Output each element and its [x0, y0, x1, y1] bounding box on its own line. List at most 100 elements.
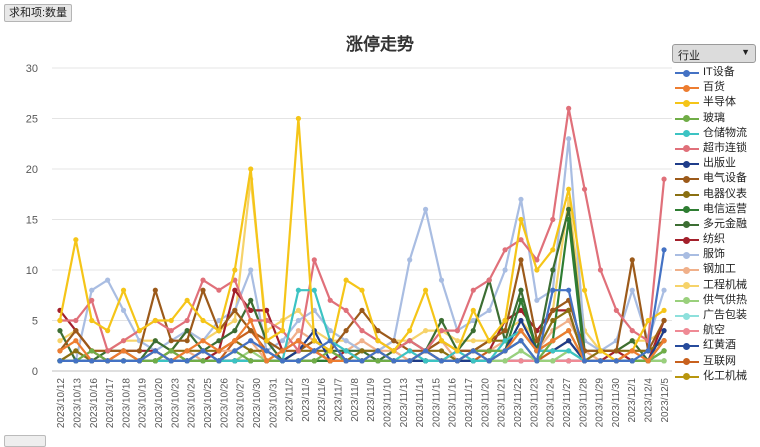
data-point	[120, 358, 127, 364]
data-point	[327, 328, 333, 334]
dropdown-arrow-icon[interactable]: ▼	[741, 47, 750, 57]
legend-label: 半导体	[703, 96, 736, 109]
data-point	[200, 277, 206, 283]
legend-label: 电气设备	[703, 172, 747, 185]
data-point	[327, 358, 333, 364]
legend-item[interactable]: 钢加工	[673, 262, 759, 277]
data-point	[295, 317, 302, 324]
data-point	[502, 328, 508, 334]
x-tick-label: 2023/10/16	[89, 378, 100, 428]
legend-item[interactable]: 百货	[673, 80, 759, 95]
data-point	[518, 348, 524, 354]
data-point	[343, 307, 349, 313]
filter-label: 行业	[678, 50, 700, 62]
data-point	[645, 317, 651, 324]
legend-marker	[683, 373, 690, 381]
data-point	[422, 287, 429, 293]
data-point	[279, 328, 286, 334]
legend-item[interactable]: 超市连锁	[673, 141, 759, 156]
data-point	[661, 358, 667, 364]
data-point	[661, 317, 667, 324]
legend-item[interactable]: 电气设备	[673, 171, 759, 186]
data-point	[438, 328, 445, 334]
legend-marker	[683, 160, 690, 168]
x-tick-label: 2023/11/3	[301, 378, 312, 422]
legend-marker	[683, 342, 690, 350]
data-point	[120, 338, 127, 344]
data-point	[566, 105, 572, 111]
legend-item[interactable]: 广告包装	[673, 308, 759, 323]
pivot-field-button[interactable]: 求和项:数量	[4, 4, 73, 22]
data-point	[518, 328, 524, 334]
pivot-axis-button[interactable]	[4, 435, 46, 447]
data-point	[73, 348, 79, 354]
legend-item[interactable]: 航空	[673, 323, 759, 338]
legend-item[interactable]: IT设备	[673, 65, 759, 80]
legend-item[interactable]: 仓储物流	[673, 126, 759, 141]
data-point	[645, 358, 651, 364]
data-point	[645, 348, 651, 354]
data-point	[566, 348, 572, 354]
x-tick-label: 2023/11/21	[497, 378, 508, 428]
x-tick-label: 2023/12/1	[627, 378, 638, 423]
data-point	[295, 287, 302, 293]
x-tick-label: 2023/10/18	[121, 378, 132, 428]
legend-label: 多元金融	[703, 217, 747, 230]
data-point	[534, 338, 540, 344]
data-point	[184, 297, 190, 303]
data-point	[120, 287, 127, 293]
data-point	[550, 247, 556, 253]
x-tick-label: 2023/11/23	[529, 378, 540, 428]
data-point	[422, 358, 429, 364]
legend-item[interactable]: 纺织	[673, 232, 759, 247]
data-point	[613, 348, 619, 354]
data-point	[264, 338, 270, 344]
data-point	[550, 267, 556, 273]
x-tick-label: 2023/10/24	[187, 378, 198, 428]
legend-item[interactable]: 工程机械	[673, 278, 759, 293]
x-tick-label: 2023/10/26	[219, 378, 230, 428]
industry-filter-dropdown[interactable]: 行业 ▼	[672, 44, 756, 63]
data-point	[168, 317, 174, 324]
data-point	[311, 358, 317, 364]
data-point	[168, 328, 174, 334]
data-point	[343, 328, 349, 334]
legend-item[interactable]: 供气供热	[673, 293, 759, 308]
y-tick-label: 30	[26, 63, 38, 75]
legend-item[interactable]: 电器仪表	[673, 187, 759, 202]
legend-item[interactable]: 化工机械	[673, 369, 759, 384]
data-point	[470, 317, 476, 324]
data-point	[168, 338, 174, 344]
legend-item[interactable]: 电信运营	[673, 202, 759, 217]
legend-item[interactable]: 红黄酒	[673, 338, 759, 353]
legend-item[interactable]: 互联网	[673, 354, 759, 369]
data-point	[438, 317, 445, 324]
data-point	[200, 317, 206, 324]
x-tick-label: 2023/11/17	[464, 378, 475, 428]
data-point	[518, 317, 524, 324]
data-point	[248, 297, 254, 303]
legend-item[interactable]: 出版业	[673, 156, 759, 171]
data-point	[375, 348, 381, 354]
legend-item[interactable]: 多元金融	[673, 217, 759, 232]
data-point	[534, 358, 540, 364]
data-point	[264, 358, 270, 364]
data-point	[661, 287, 667, 293]
data-point	[566, 206, 572, 212]
data-point	[57, 358, 63, 364]
legend-item[interactable]: 玻璃	[673, 111, 759, 126]
data-point	[359, 348, 365, 354]
legend-item[interactable]: 服饰	[673, 247, 759, 262]
data-point	[550, 307, 556, 313]
data-point	[407, 338, 413, 344]
series-line	[59, 258, 666, 352]
legend-marker	[683, 130, 690, 138]
data-point	[661, 176, 667, 182]
data-point	[661, 328, 667, 334]
data-point	[248, 267, 254, 273]
data-point	[359, 338, 365, 344]
legend-label: 电信运营	[703, 202, 747, 215]
data-point	[661, 247, 667, 253]
legend-item[interactable]: 半导体	[673, 95, 759, 110]
